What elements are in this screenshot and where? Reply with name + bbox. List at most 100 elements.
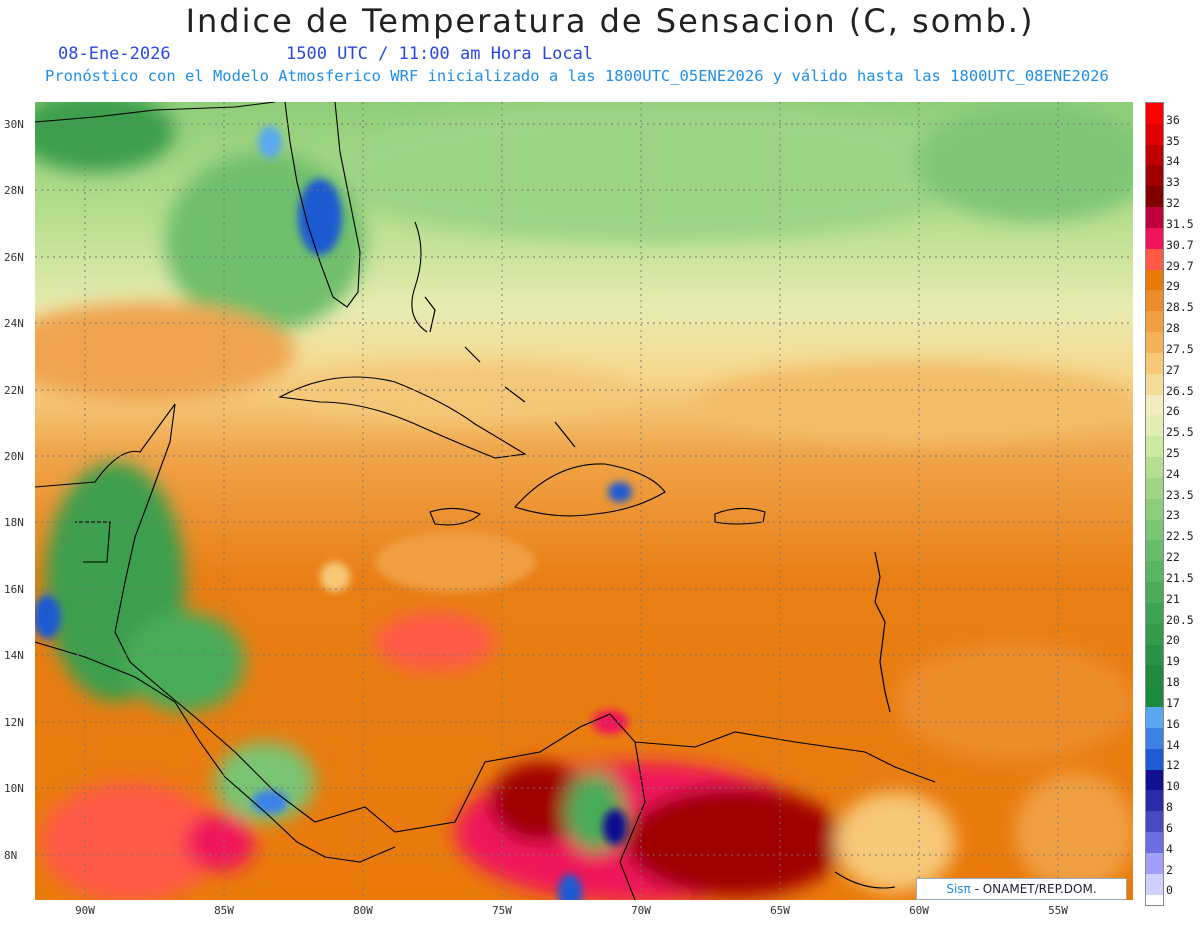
- credit-brand: Sisπ: [946, 882, 971, 896]
- lon-label: 70W: [631, 904, 651, 917]
- lon-label: 75W: [492, 904, 512, 917]
- colorbar-label: 22: [1166, 550, 1180, 565]
- colorbar-label: 0: [1166, 883, 1173, 898]
- lat-label: 20N: [4, 450, 24, 463]
- colorbar-swatch: [1146, 519, 1163, 542]
- colorbar-label: 26.5: [1166, 383, 1194, 398]
- colorbar-swatch: [1146, 352, 1163, 375]
- lat-label: 30N: [4, 118, 24, 131]
- colorbar-label: 22.5: [1166, 529, 1194, 544]
- colorbar-swatch: [1146, 373, 1163, 396]
- graticule: [35, 102, 1133, 900]
- colorbar-label: 20.5: [1166, 612, 1194, 627]
- lat-label: 22N: [4, 384, 24, 397]
- colorbar-swatch: [1146, 873, 1163, 896]
- colorbar-label: 23: [1166, 508, 1180, 523]
- colorbar-swatch: [1146, 707, 1163, 729]
- colorbar-label: 27.5: [1166, 341, 1194, 356]
- lon-label: 85W: [214, 904, 234, 917]
- colorbar-label: 27: [1166, 362, 1180, 377]
- field-highlights: [35, 126, 632, 900]
- colorbar-label: 34: [1166, 154, 1180, 169]
- colorbar-label: 23.5: [1166, 487, 1194, 502]
- colorbar-label: 18: [1166, 675, 1180, 690]
- colorbar-swatch: [1146, 186, 1163, 208]
- lat-label: 24N: [4, 317, 24, 330]
- colorbar-label: 25: [1166, 446, 1180, 460]
- colorbar-label: 14: [1166, 737, 1180, 752]
- colorbar-label: 28: [1166, 321, 1180, 336]
- colorbar-label: 32: [1166, 196, 1180, 211]
- colorbar-swatch: [1146, 311, 1163, 333]
- colorbar-swatch: [1146, 686, 1163, 708]
- colorbar-swatch: [1146, 394, 1163, 417]
- colorbar-swatch: [1146, 248, 1163, 271]
- heat-index-map[interactable]: [35, 102, 1133, 900]
- colorbar-label: 8: [1166, 800, 1173, 815]
- colorbar-label: 20: [1166, 633, 1180, 648]
- colorbar-swatch: [1146, 540, 1163, 562]
- colorbar-swatch: [1146, 811, 1163, 833]
- colorbar-swatch: [1146, 415, 1163, 437]
- colorbar-swatch: [1146, 561, 1163, 583]
- colorbar-swatch: [1146, 602, 1163, 625]
- lon-label: 80W: [353, 904, 373, 917]
- colorbar-swatch: [1146, 769, 1163, 792]
- colorbar-swatch: [1146, 123, 1163, 146]
- colorbar-label: 36: [1166, 112, 1180, 127]
- colorbar-swatch: [1146, 207, 1163, 229]
- forecast-time: 1500 UTC / 11:00 am Hora Local: [286, 44, 594, 64]
- colorbar-label: 10: [1166, 779, 1180, 794]
- colorbar-label: 31.5: [1166, 216, 1194, 231]
- colorbar-swatch: [1146, 852, 1163, 875]
- colorbar-swatch: [1146, 748, 1163, 771]
- colorbar-label: 2: [1166, 862, 1173, 877]
- coastlines: [35, 102, 936, 900]
- model-subtitle: Pronóstico con el Modelo Atmosferico WRF…: [45, 67, 1109, 85]
- credit-badge: Sisπ - ONAMET/REP.DOM.: [916, 878, 1127, 900]
- lon-label: 90W: [75, 904, 95, 917]
- colorbar-swatch: [1146, 103, 1163, 125]
- colorbar-swatch: [1146, 790, 1163, 812]
- colorbar-label: 21.5: [1166, 570, 1194, 585]
- colorbar-swatch: [1146, 290, 1163, 312]
- colorbar-swatch: [1146, 727, 1163, 750]
- colorbar-label: 16: [1166, 716, 1180, 731]
- colorbar-label: 35: [1166, 133, 1180, 148]
- lat-label: 8N: [4, 849, 18, 862]
- colorbar-label: 26: [1166, 404, 1180, 419]
- colorbar-swatch: [1146, 436, 1163, 458]
- lat-label: 14N: [4, 649, 24, 662]
- colorbar-label: 19: [1166, 654, 1180, 669]
- colorbar-swatch: [1146, 623, 1163, 646]
- colorbar-swatch: [1146, 269, 1163, 292]
- colorbar-swatch: [1146, 144, 1163, 167]
- colorbar: [1145, 102, 1164, 906]
- colorbar-swatch: [1146, 498, 1163, 521]
- colorbar-label: 29.7: [1166, 258, 1194, 273]
- lat-label: 16N: [4, 583, 24, 596]
- lon-label: 65W: [770, 904, 790, 917]
- colorbar-swatch: [1146, 477, 1163, 500]
- lat-label: 10N: [4, 782, 24, 795]
- colorbar-label: 21: [1166, 591, 1180, 606]
- colorbar-swatch: [1146, 832, 1163, 854]
- colorbar-label: 25.5: [1166, 425, 1194, 440]
- lat-label: 28N: [4, 184, 24, 197]
- colorbar-swatch: [1146, 457, 1163, 479]
- colorbar-label: 4: [1166, 841, 1173, 856]
- lat-label: 18N: [4, 516, 24, 529]
- colorbar-swatch: [1146, 332, 1163, 354]
- colorbar-swatch: [1146, 165, 1163, 187]
- colorbar-swatch: [1146, 582, 1163, 604]
- colorbar-label: 29: [1166, 279, 1180, 294]
- colorbar-label: 12: [1166, 758, 1180, 773]
- lon-label: 60W: [909, 904, 929, 917]
- colorbar-label: 17: [1166, 695, 1180, 710]
- lat-label: 12N: [4, 716, 24, 729]
- colorbar-label: 30.7: [1166, 237, 1194, 252]
- lat-label: 26N: [4, 251, 24, 264]
- map-canvas: [35, 102, 1133, 900]
- colorbar-label: 24: [1166, 466, 1180, 481]
- colorbar-swatch: [1146, 227, 1163, 250]
